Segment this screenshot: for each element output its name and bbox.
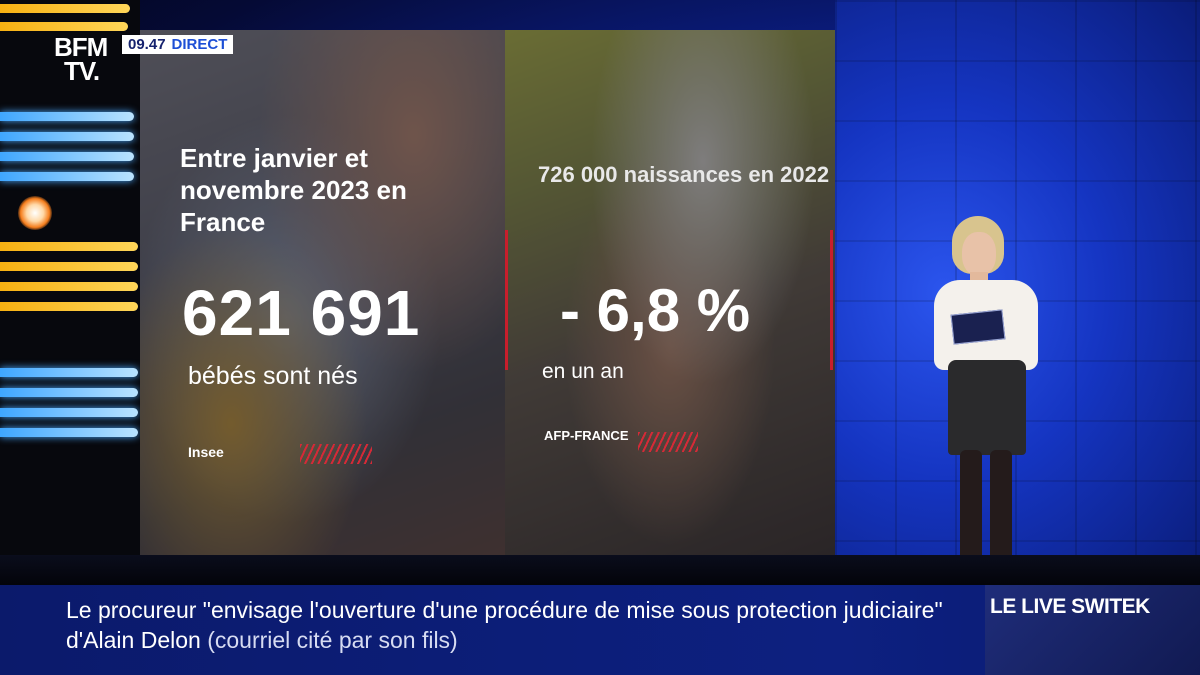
light-strip — [0, 112, 134, 121]
light-strip — [0, 408, 138, 417]
light-strip — [0, 22, 128, 31]
studio-floor — [0, 555, 1200, 585]
channel-logo: BFM TV. — [54, 34, 118, 84]
program-name: LE LIVE SWITEK — [990, 595, 1150, 618]
presenter-face — [962, 232, 996, 276]
left-studio-wall — [0, 0, 140, 580]
live-time-badge: 09.47 DIRECT — [122, 35, 234, 54]
light-strip — [0, 242, 138, 251]
red-hatch-decoration — [638, 432, 698, 452]
right-source: AFP-FRANCE — [544, 428, 629, 443]
red-divider — [505, 230, 508, 370]
clock-time: 09.47 — [122, 35, 172, 54]
left-caption: bébés sont nés — [188, 362, 358, 390]
red-hatch-decoration — [300, 444, 372, 464]
right-heading: 726 000 naissances en 2022 — [538, 162, 830, 187]
baby-photo-panel — [140, 30, 505, 555]
left-heading: Entre janvier et novembre 2023 en France — [180, 143, 407, 237]
light-strip — [0, 132, 134, 141]
headline-main: Le procureur "envisage l'ouverture d'une… — [66, 597, 943, 653]
presenter-leg — [990, 450, 1012, 572]
program-badge — [985, 585, 1200, 675]
channel-logo-line2: TV. — [64, 56, 100, 86]
light-strip — [0, 172, 134, 181]
light-strip — [0, 4, 130, 13]
studio-spotlight — [18, 196, 52, 230]
light-strip — [0, 302, 138, 311]
infographic-screen: Entre janvier et novembre 2023 en France… — [140, 30, 835, 555]
light-strip — [0, 152, 134, 161]
presenter — [920, 210, 1050, 585]
presenter-skirt — [948, 360, 1026, 455]
live-label: DIRECT — [171, 35, 234, 54]
newborn-photo-panel — [505, 30, 835, 555]
light-strip — [0, 368, 138, 377]
light-strip — [0, 282, 138, 291]
left-source: Insee — [188, 444, 224, 460]
right-big-number: - 6,8 % — [560, 277, 751, 344]
presenter-leg — [960, 450, 982, 572]
left-big-number: 621 691 — [182, 277, 421, 349]
red-edge-mark — [830, 230, 833, 370]
light-strip — [0, 262, 138, 271]
channel-logo-line1: BFM — [54, 32, 108, 62]
right-caption: en un an — [542, 360, 624, 383]
headline-ticker: Le procureur "envisage l'ouverture d'une… — [66, 595, 966, 655]
light-strip — [0, 428, 138, 437]
headline-note: (courriel cité par son fils) — [207, 627, 458, 653]
light-strip — [0, 388, 138, 397]
presenter-cue-card — [950, 309, 1006, 345]
